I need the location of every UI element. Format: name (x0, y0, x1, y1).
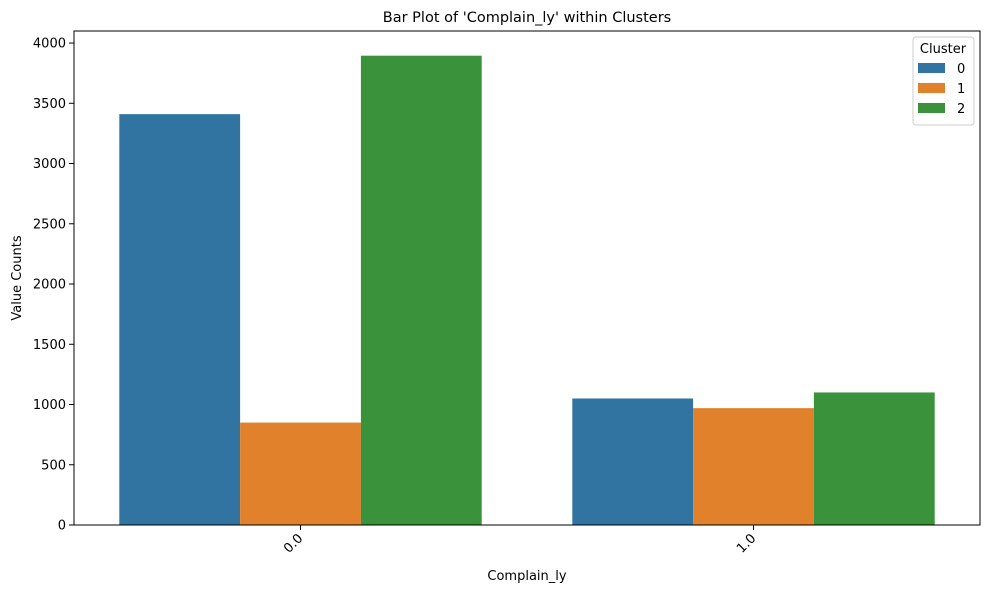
legend-swatch-cluster-0 (918, 63, 945, 73)
bar-cluster-1-cat-1.0 (693, 408, 814, 525)
y-tick-label: 2500 (33, 217, 66, 232)
y-tick-label: 4000 (33, 37, 66, 52)
x-axis: 0.0 1.0 (281, 525, 759, 556)
legend-items: 0 1 2 (918, 62, 965, 117)
bar-cluster-0-cat-0.0 (119, 114, 241, 525)
x-tick-label: 1.0 (734, 531, 759, 556)
bar-cluster-2-cat-1.0 (813, 392, 935, 525)
legend-swatch-cluster-2 (918, 103, 945, 113)
y-tick-label: 2000 (33, 278, 66, 293)
y-tick-label: 3000 (33, 157, 66, 172)
x-axis-title: Complain_ly (487, 569, 566, 584)
bar-cluster-1-cat-0.0 (240, 422, 361, 525)
legend-label-cluster-1: 1 (957, 82, 965, 97)
legend-title: Cluster (920, 42, 967, 57)
y-tick-label: 500 (41, 458, 66, 473)
plot-frame (73, 30, 981, 526)
y-axis: 0 500 1000 1500 2000 2500 3000 3500 4000 (33, 37, 74, 534)
y-tick-label: 1500 (33, 338, 66, 353)
legend-swatch-cluster-1 (918, 83, 945, 93)
bar-cluster-0-cat-1.0 (572, 398, 694, 525)
bar-cluster-2-cat-0.0 (360, 55, 482, 525)
legend-label-cluster-2: 2 (957, 102, 965, 117)
y-tick-label: 0 (58, 519, 66, 534)
x-tick-label: 0.0 (281, 531, 306, 556)
chart-title: Bar Plot of 'Complain_ly' within Cluster… (383, 10, 671, 26)
y-axis-title: Value Counts (10, 235, 25, 320)
legend-label-cluster-0: 0 (957, 62, 965, 77)
legend: Cluster 0 1 2 (912, 36, 975, 126)
y-tick-label: 1000 (33, 398, 66, 413)
bars-layer (119, 55, 935, 525)
y-tick-label: 3500 (33, 97, 66, 112)
